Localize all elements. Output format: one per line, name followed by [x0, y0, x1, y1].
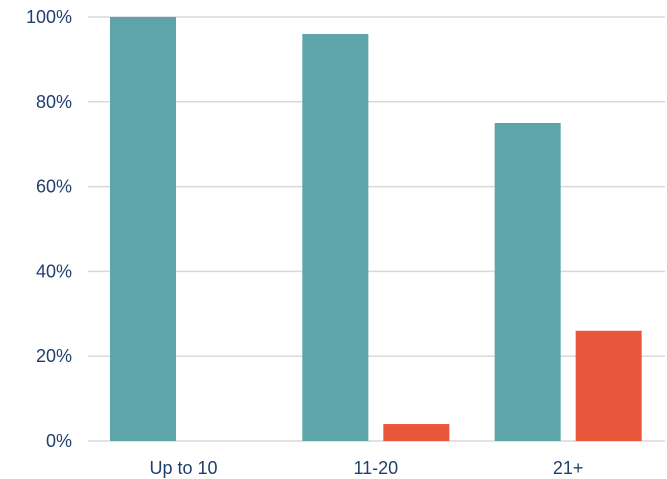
bar-series-1 [494, 123, 561, 441]
y-axis-ticks: 0% 20% 40% 60% 80% 100% [26, 7, 72, 451]
bar-series-1 [110, 17, 176, 441]
y-tick-label: 100% [26, 7, 72, 27]
y-tick-label: 20% [36, 346, 72, 366]
y-tick-label: 0% [46, 431, 72, 451]
bar-series-2 [383, 424, 450, 441]
x-tick-label: Up to 10 [149, 458, 217, 478]
y-tick-label: 40% [36, 261, 72, 281]
x-tick-label: 11-20 [353, 458, 398, 478]
bar-series-2 [575, 330, 642, 441]
bar-series-1 [302, 33, 369, 442]
y-tick-label: 80% [36, 92, 72, 112]
y-tick-label: 60% [36, 177, 72, 197]
x-tick-label: 21+ [553, 458, 584, 478]
x-axis-ticks: Up to 10 11-20 21+ [149, 458, 583, 478]
bars [110, 17, 642, 442]
gridlines [88, 16, 665, 442]
